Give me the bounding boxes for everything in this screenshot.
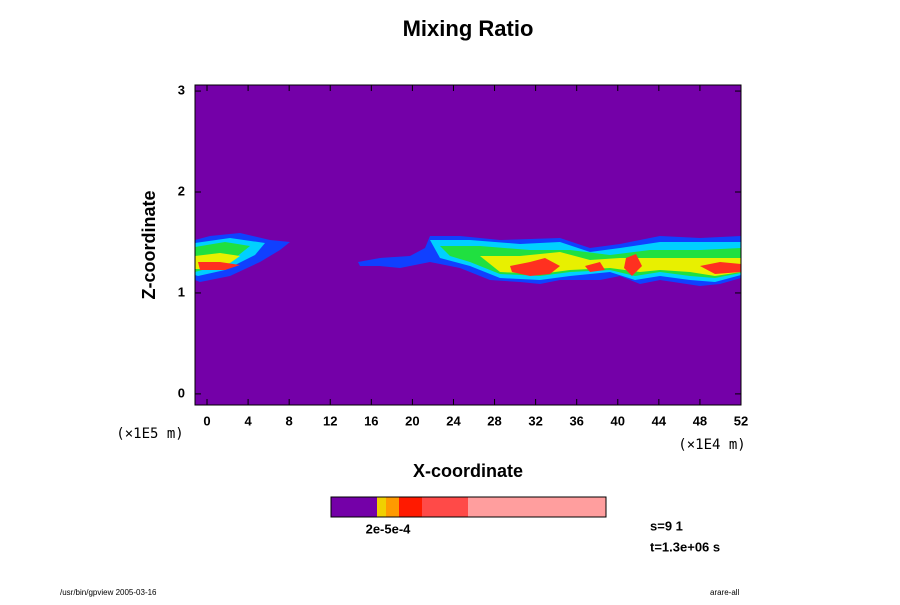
annotation: t=1.3e+06 s: [650, 539, 720, 554]
colorbar: [330, 496, 607, 518]
plot-frame: [194, 84, 742, 406]
x-tick-label: 36: [569, 413, 583, 428]
colorbar-frame: [330, 496, 607, 518]
colorbar-segment: [331, 497, 377, 517]
footer: /usr/bin/gpview 2005-03-16: [60, 588, 157, 597]
colorbar-label: 2e-5e-4: [366, 521, 412, 536]
footer: arare-all: [710, 588, 740, 597]
y-axis-label: Z-coordinate: [139, 190, 159, 299]
x-axis-label: X-coordinate: [413, 461, 523, 481]
colorbar-segment: [422, 497, 468, 517]
x-tick-label: 24: [446, 413, 461, 428]
colorbar-segment: [386, 497, 399, 517]
colorbar-segment: [399, 497, 422, 517]
x-tick-label: 12: [323, 413, 337, 428]
y-tick-label: 1: [178, 284, 185, 299]
x-tick-label: 52: [734, 413, 748, 428]
y-tick-label: 2: [178, 183, 185, 198]
y-tick-label: 3: [178, 82, 185, 97]
x-tick-label: 0: [203, 413, 210, 428]
x-tick-label: 40: [611, 413, 625, 428]
y-tick-label: 0: [178, 385, 185, 400]
chart-title: Mixing Ratio: [403, 16, 534, 41]
colorbar-segment: [377, 497, 386, 517]
x-tick-label: 20: [405, 413, 419, 428]
x-tick-label: 32: [528, 413, 542, 428]
x-tick-label: 4: [244, 413, 252, 428]
y-unit: (×1E5 m): [116, 426, 183, 442]
x-tick-label: 28: [487, 413, 501, 428]
x-tick-label: 48: [693, 413, 707, 428]
x-tick-label: 8: [286, 413, 293, 428]
annotation: s=9 1: [650, 518, 683, 533]
cloud-contours: [195, 233, 741, 286]
x-tick-label: 44: [652, 413, 667, 428]
colorbar-segment: [468, 497, 606, 517]
x-unit: (×1E4 m): [678, 437, 745, 453]
x-tick-label: 16: [364, 413, 378, 428]
